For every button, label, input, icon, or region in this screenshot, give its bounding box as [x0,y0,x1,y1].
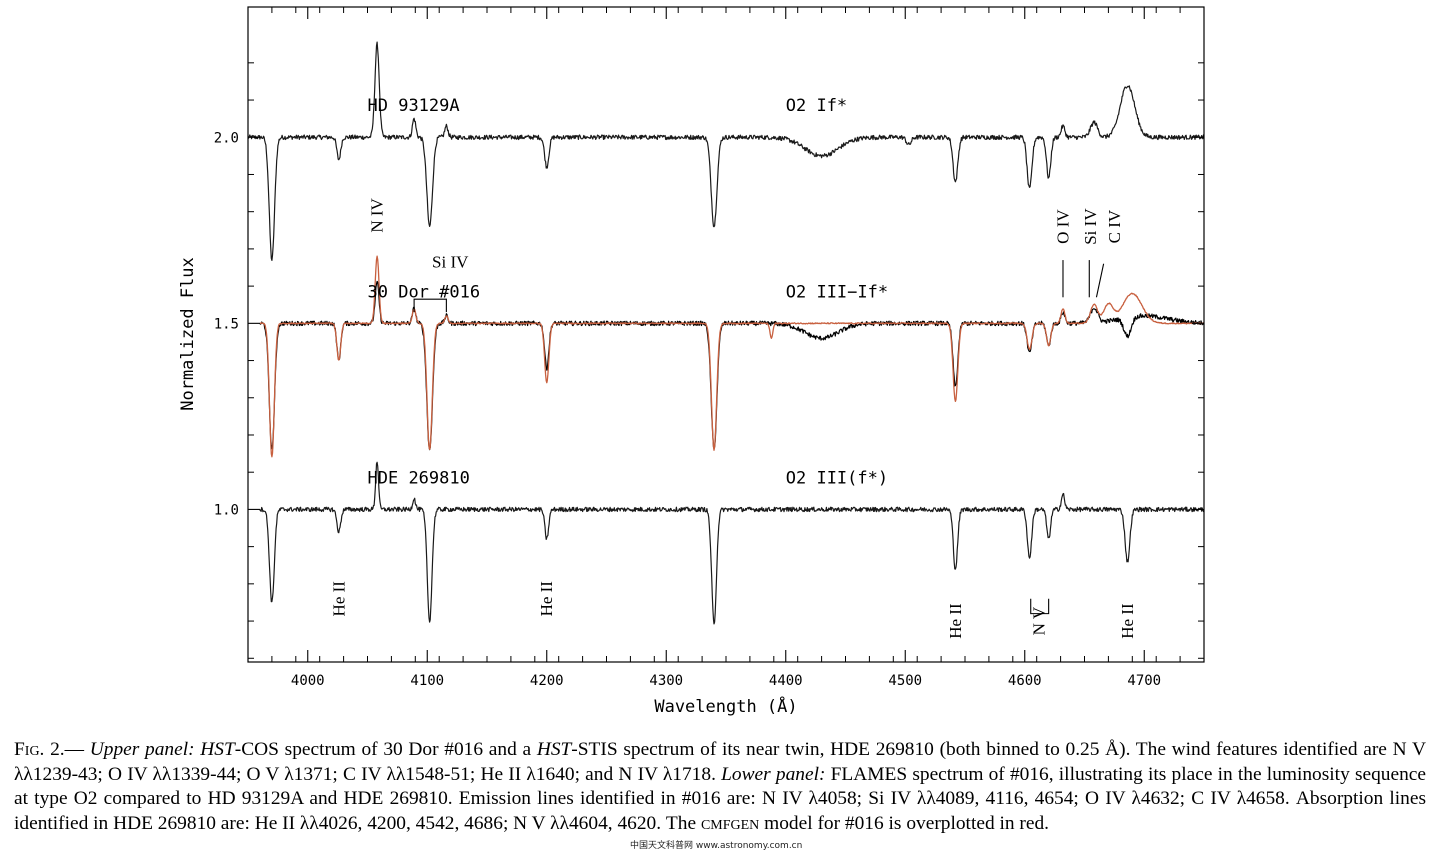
x-tick-label: 4500 [888,673,922,689]
star-label: HD 93129A [368,96,460,116]
star-label: O2 III−If* [786,282,888,302]
y-tick-label: 1.0 [214,502,239,518]
x-tick-label: 4100 [410,673,444,689]
line-marker [413,298,447,313]
spectrum-figure: HD 93129A O2 If* 30 Dor #016 O2 III−If* HDE … [178,6,1205,717]
line-label: He II [329,581,348,617]
caption-dash: — [64,739,85,760]
x-tick-label: 4000 [291,673,325,689]
line-label: O IV [1053,209,1072,244]
star-label: O2 III(f*) [786,468,888,488]
figure-caption: Fig. 2.— Upper panel: HST-COS spectrum o… [14,738,1426,836]
line-label: He II [537,581,556,617]
line-label: C IV [1105,209,1124,243]
caption-upper-panel: Upper panel: [89,739,195,760]
star-label: 30 Dor #016 [368,282,481,302]
series-line-30-dor-016 [259,280,1205,451]
star-label: O2 If* [786,96,847,116]
line-label: N IV [368,197,387,232]
x-tick-label: 4300 [649,673,683,689]
caption-text-3: -STIS spectrum of its near twin, HDE 269… [14,739,1426,785]
line-marker [1030,598,1050,615]
y-tick-label: 1.5 [214,316,239,332]
line-label: He II [1118,603,1137,639]
x-axis-label: Wavelength (Å) [654,695,797,717]
line-label: Si IV [432,253,469,272]
x-tick-label: 4600 [1008,673,1042,689]
spectra-group [247,41,1205,625]
x-tick-label: 4700 [1127,673,1161,689]
star-label: HDE 269810 [368,468,470,488]
caption-hst-2: HST [536,739,572,760]
line-label: N V [1030,606,1049,635]
annotation-group: HD 93129A O2 If* 30 Dor #016 O2 III−If* HDE … [329,96,1137,639]
series-line-hd-93129a [247,41,1205,261]
caption-fig-label: Fig. 2. [14,739,65,760]
caption-text-5: FLAMES spectrum of #016, illustrating it… [14,763,1427,834]
caption-lower-panel: Lower panel: [721,763,826,785]
line-label: He II [946,603,965,639]
x-tick-label: 4200 [530,673,564,689]
y-tick-label: 2.0 [214,130,239,146]
caption-text-6: model for #016 is overplotted in red. [759,812,1050,834]
y-axis-label: Normalized Flux [178,257,198,411]
line-label: Si IV [1081,208,1100,245]
x-tick-label: 4400 [769,673,803,689]
line-marker [1095,263,1105,298]
watermark-text: 中国天文科普网 www.astronomy.com.cn [630,841,803,851]
series-line-hde-269810 [259,461,1205,625]
series-line-cmfgen-model [259,255,1205,458]
caption-hst-1: HST [200,739,235,760]
caption-text-2: -COS spectrum of 30 Dor #016 and a [234,739,537,760]
caption-cmfgen: cmfgen [700,812,760,834]
axes-group: 4000 4100 4200 4300 4400 4500 4600 4700 1.0 1.5 2.… [214,7,1205,689]
